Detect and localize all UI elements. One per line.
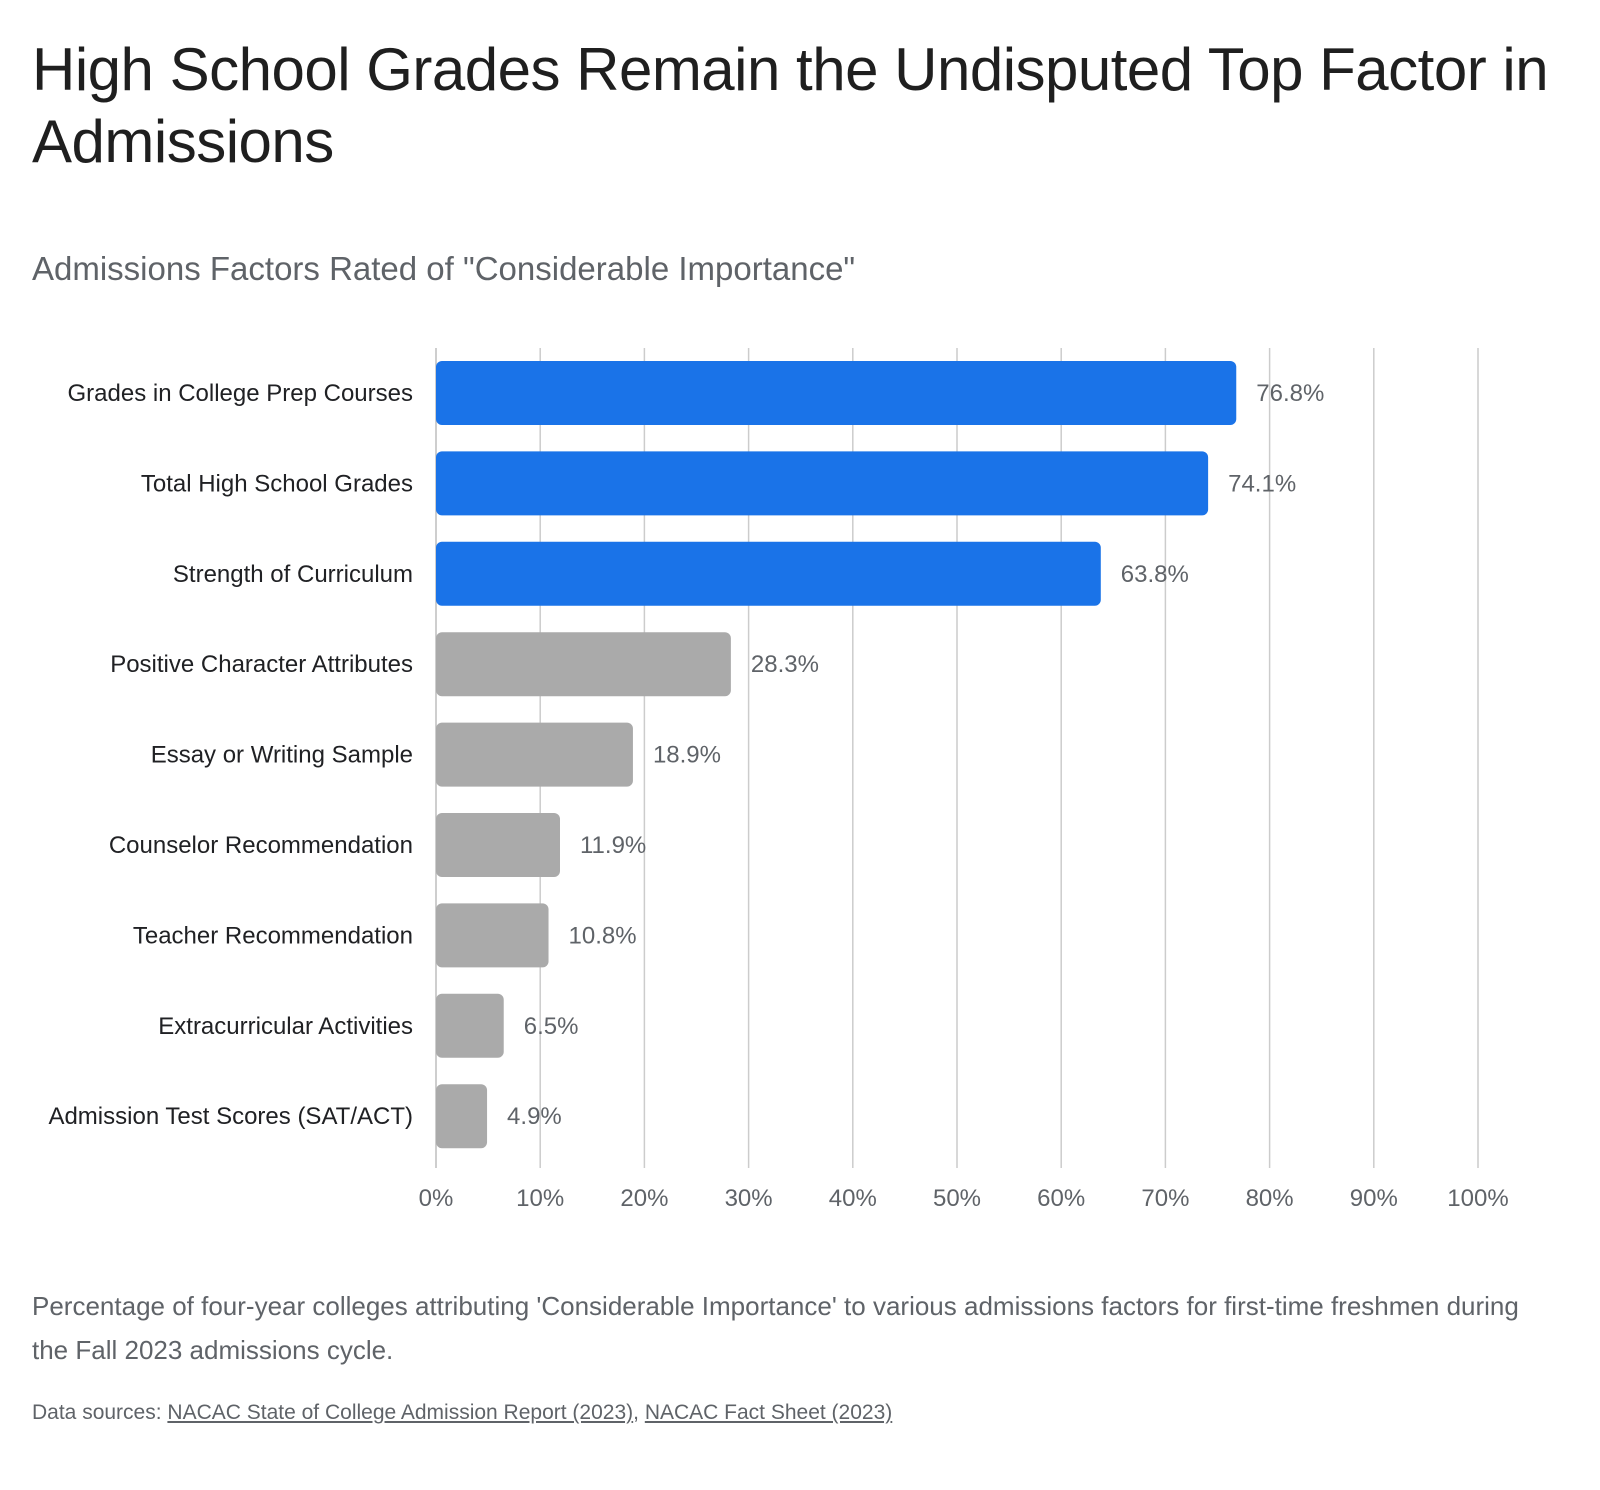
- sources-prefix: Data sources:: [32, 1401, 168, 1424]
- category-label: Strength of Curriculum: [173, 561, 413, 588]
- bar: [436, 451, 1209, 516]
- bar: [436, 632, 731, 697]
- bar-chart: 0% 10% 20% 30% 40% 50% 60% 70% 80% 90% 100% Grades …: [48, 348, 1509, 1212]
- value-label: 10.8%: [569, 922, 637, 949]
- value-label: 76.8%: [1256, 380, 1324, 407]
- value-label: 18.9%: [653, 742, 721, 769]
- bar: [436, 541, 1101, 606]
- labels: 0% 10% 20% 30% 40% 50% 60% 70% 80% 90% 100% Grades …: [48, 380, 1508, 1212]
- source-link-nacac-report[interactable]: NACAC State of College Admission Report …: [167, 1401, 634, 1424]
- bar: [436, 903, 549, 968]
- sources-separator: ,: [633, 1401, 645, 1424]
- category-label: Grades in College Prep Courses: [67, 380, 413, 407]
- bar: [436, 993, 504, 1058]
- bar: [436, 361, 1237, 425]
- value-label: 6.5%: [524, 1013, 579, 1040]
- source-link-nacac-fact-sheet[interactable]: NACAC Fact Sheet (2023): [644, 1401, 893, 1424]
- category-label: Total High School Grades: [141, 470, 413, 497]
- bar: [436, 813, 560, 877]
- bar: [436, 1084, 488, 1149]
- category-label: Counselor Recommendation: [109, 832, 413, 859]
- x-tick-label: 80%: [1246, 1185, 1294, 1212]
- x-tick-label: 20%: [620, 1185, 668, 1212]
- category-label: Positive Character Attributes: [110, 651, 413, 678]
- x-tick-label: 70%: [1141, 1185, 1189, 1212]
- x-tick-label: 10%: [516, 1185, 564, 1212]
- bars: [436, 361, 1237, 1149]
- x-tick-label: 90%: [1350, 1185, 1398, 1212]
- x-tick-label: 50%: [933, 1185, 981, 1212]
- category-label: Teacher Recommendation: [133, 922, 413, 949]
- x-tick-label: 30%: [725, 1185, 773, 1212]
- bar: [436, 722, 633, 787]
- data-sources: Data sources: NACAC State of College Adm…: [32, 1398, 892, 1428]
- value-label: 63.8%: [1121, 561, 1189, 588]
- category-label: Extracurricular Activities: [158, 1013, 413, 1040]
- x-tick-label: 0%: [419, 1185, 454, 1212]
- value-label: 11.9%: [580, 832, 646, 859]
- value-label: 28.3%: [751, 651, 819, 678]
- category-label: Essay or Writing Sample: [151, 742, 413, 769]
- category-label: Admission Test Scores (SAT/ACT): [48, 1103, 413, 1130]
- x-tick-label: 100%: [1447, 1185, 1508, 1212]
- x-tick-label: 40%: [829, 1185, 877, 1212]
- chart-caption: Percentage of four-year colleges attribu…: [32, 1291, 1519, 1365]
- page-title: High School Grades Remain the Undisputed…: [32, 36, 1549, 175]
- value-label: 4.9%: [507, 1103, 562, 1130]
- x-tick-label: 60%: [1037, 1185, 1085, 1212]
- value-label: 74.1%: [1228, 470, 1296, 497]
- chart-subtitle: Admissions Factors Rated of "Considerabl…: [32, 250, 856, 287]
